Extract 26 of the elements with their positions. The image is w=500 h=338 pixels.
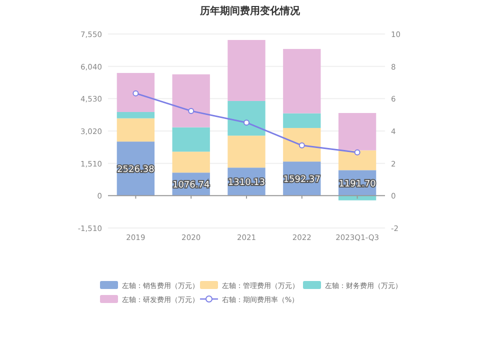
bar [338, 113, 376, 150]
data-label: 2526.38 [117, 165, 155, 176]
point [132, 90, 139, 96]
bar [172, 127, 210, 152]
bar [116, 112, 155, 118]
bar [228, 136, 266, 168]
point [298, 142, 305, 148]
data-label: 1310.13 [228, 178, 266, 188]
bar [228, 100, 266, 136]
bar [283, 113, 321, 128]
data-label: 1076.74 [172, 180, 210, 191]
bar [283, 128, 321, 162]
bar [338, 196, 376, 200]
bar [116, 118, 155, 142]
data-label: 1592.37 [283, 175, 321, 186]
bar [172, 152, 210, 173]
point [354, 149, 360, 156]
point [244, 120, 250, 126]
point [188, 108, 194, 114]
bar [116, 72, 155, 112]
bar [172, 74, 210, 128]
chart-title: 历年期间费用变化情况 [199, 5, 301, 17]
data-label: 1191.70 [338, 179, 376, 190]
bar [283, 48, 321, 114]
bar [228, 40, 266, 101]
bar [338, 150, 376, 170]
